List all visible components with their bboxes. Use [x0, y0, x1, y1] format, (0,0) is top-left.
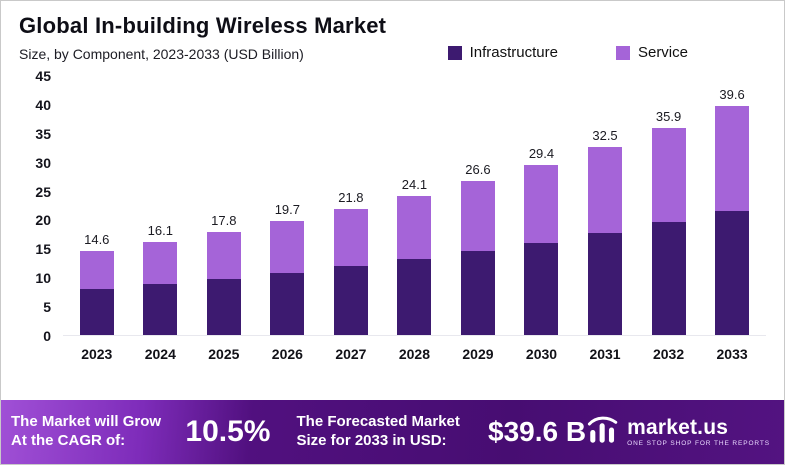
bar-total-label: 35.9	[655, 108, 682, 124]
bar-segment-service	[270, 221, 305, 274]
bar-2033: 39.6 2033	[715, 87, 750, 362]
x-axis-label: 2024	[144, 346, 176, 362]
y-axis-tick: 5	[43, 299, 51, 316]
bar-segment-service	[206, 232, 241, 279]
bar-segment-infrastructure	[206, 279, 241, 335]
bar-2026: 19.7 2026	[270, 202, 305, 362]
bar-total-label: 39.6	[719, 87, 745, 103]
bar-total-label: 24.1	[401, 176, 428, 192]
x-axis-label: 2023	[81, 346, 113, 362]
bar-segment-infrastructure	[588, 232, 623, 335]
bar-segment-service	[588, 147, 623, 233]
bar-2027: 21.8 2027	[333, 190, 368, 362]
bar-segment-infrastructure	[524, 242, 559, 335]
bar-2032: 35.9 2032	[651, 108, 686, 362]
bar-total-label: 26.6	[465, 162, 491, 178]
bar-segment-infrastructure	[460, 251, 495, 335]
bottom-banner: The Market will Grow At the CAGR of: 10.…	[1, 400, 784, 464]
bar-segment-infrastructure	[143, 284, 178, 335]
bar-2031: 32.5 2031	[588, 128, 623, 362]
bar-segment-service	[143, 242, 178, 285]
y-axis-tick: 30	[35, 154, 51, 171]
chart-card: Global In-building Wireless Market Size,…	[1, 1, 784, 400]
bar-2024: 16.1 2024	[143, 223, 178, 362]
x-axis-label: 2029	[462, 346, 494, 362]
x-axis-label: 2027	[335, 346, 367, 362]
bar-segment-service	[651, 127, 686, 223]
x-axis-label: 2032	[652, 346, 685, 362]
legend-label-service: Service	[637, 44, 688, 61]
bar-segment-infrastructure	[79, 288, 114, 335]
service-swatch-icon	[615, 45, 630, 60]
x-axis-label: 2028	[398, 346, 430, 362]
bar-total-label: 19.7	[274, 202, 301, 218]
chart-subtitle: Size, by Component, 2023-2033 (USD Billi…	[19, 46, 304, 62]
legend-label-infrastructure: Infrastructure	[469, 44, 558, 61]
bar-segment-service	[397, 195, 432, 260]
bar-segment-infrastructure	[715, 210, 750, 335]
forecast-label: The Forecasted Market Size for 2033 in U…	[296, 413, 460, 449]
market-us-logo: market.us ONE STOP SHOP FOR THE REPORTS	[586, 413, 770, 452]
bar-total-label: 14.6	[84, 231, 110, 247]
bar-segment-infrastructure	[397, 259, 432, 335]
forecast-value: $39.6 B	[488, 416, 587, 447]
bar-segment-infrastructure	[651, 222, 686, 335]
bar-segment-service	[715, 106, 750, 211]
bar-total-label: 21.8	[338, 190, 364, 206]
y-axis-tick: 35	[35, 125, 51, 142]
y-axis-tick: 15	[35, 241, 51, 258]
plot-area: 14.6 2023 16.1 2024 17.8 2025 19.7 2026 21.8 2027…	[63, 76, 766, 362]
bar-segment-service	[333, 209, 368, 267]
bar-total-label: 16.1	[147, 223, 173, 239]
bar-total-label: 32.5	[592, 128, 618, 144]
x-axis-label: 2025	[208, 346, 240, 362]
bar-total-label: 29.4	[528, 146, 555, 162]
legend-item-service: Service	[615, 44, 688, 61]
logo-text-block: market.us ONE STOP SHOP FOR THE REPORTS	[627, 417, 770, 448]
bar-segment-infrastructure	[333, 266, 368, 335]
x-axis-label: 2030	[525, 346, 558, 362]
y-axis: 0 5 10 15 20 25 30 35 40 45	[19, 68, 63, 344]
x-axis-label: 2033	[716, 346, 748, 362]
legend-item-infrastructure: Infrastructure	[447, 44, 558, 61]
chart-title: Global In-building Wireless Market	[19, 13, 387, 38]
bar-2025: 17.8 2025	[206, 213, 241, 362]
logo-tagline: ONE STOP SHOP FOR THE REPORTS	[627, 439, 770, 447]
cagr-label: The Market will Grow At the CAGR of:	[11, 413, 162, 449]
bar-total-label: 17.8	[211, 213, 237, 229]
infrastructure-swatch-icon	[447, 45, 462, 60]
y-axis-tick: 45	[35, 68, 51, 84]
bar-segment-service	[524, 165, 559, 243]
y-axis-tick: 20	[35, 212, 51, 229]
bar-segment-service	[79, 250, 114, 289]
logo-name: market.us	[627, 415, 729, 439]
y-axis-tick: 10	[35, 270, 51, 287]
bar-2028: 24.1 2028	[397, 176, 432, 362]
y-axis-tick: 40	[35, 96, 51, 113]
x-axis-label: 2026	[271, 346, 303, 362]
cagr-value: 10.5%	[185, 415, 271, 448]
chart-legend: Infrastructure Service	[447, 44, 688, 61]
stacked-bar-plot: 0 5 10 15 20 25 30 35 40 45 14.6 2023 16.1 2024 17.8 2…	[19, 68, 766, 362]
y-axis-tick: 0	[43, 328, 51, 344]
market-us-logo-icon	[586, 413, 620, 452]
bar-2030: 29.4 2030	[524, 146, 559, 362]
x-axis-label: 2031	[589, 346, 621, 362]
bar-2029: 26.6 2029	[460, 162, 495, 362]
bar-segment-infrastructure	[270, 273, 305, 335]
bar-segment-service	[460, 181, 495, 252]
y-axis-tick: 25	[35, 183, 51, 200]
chart-header-row: Size, by Component, 2023-2033 (USD Billi…	[19, 44, 766, 62]
bar-2023: 14.6 2023	[79, 231, 114, 362]
